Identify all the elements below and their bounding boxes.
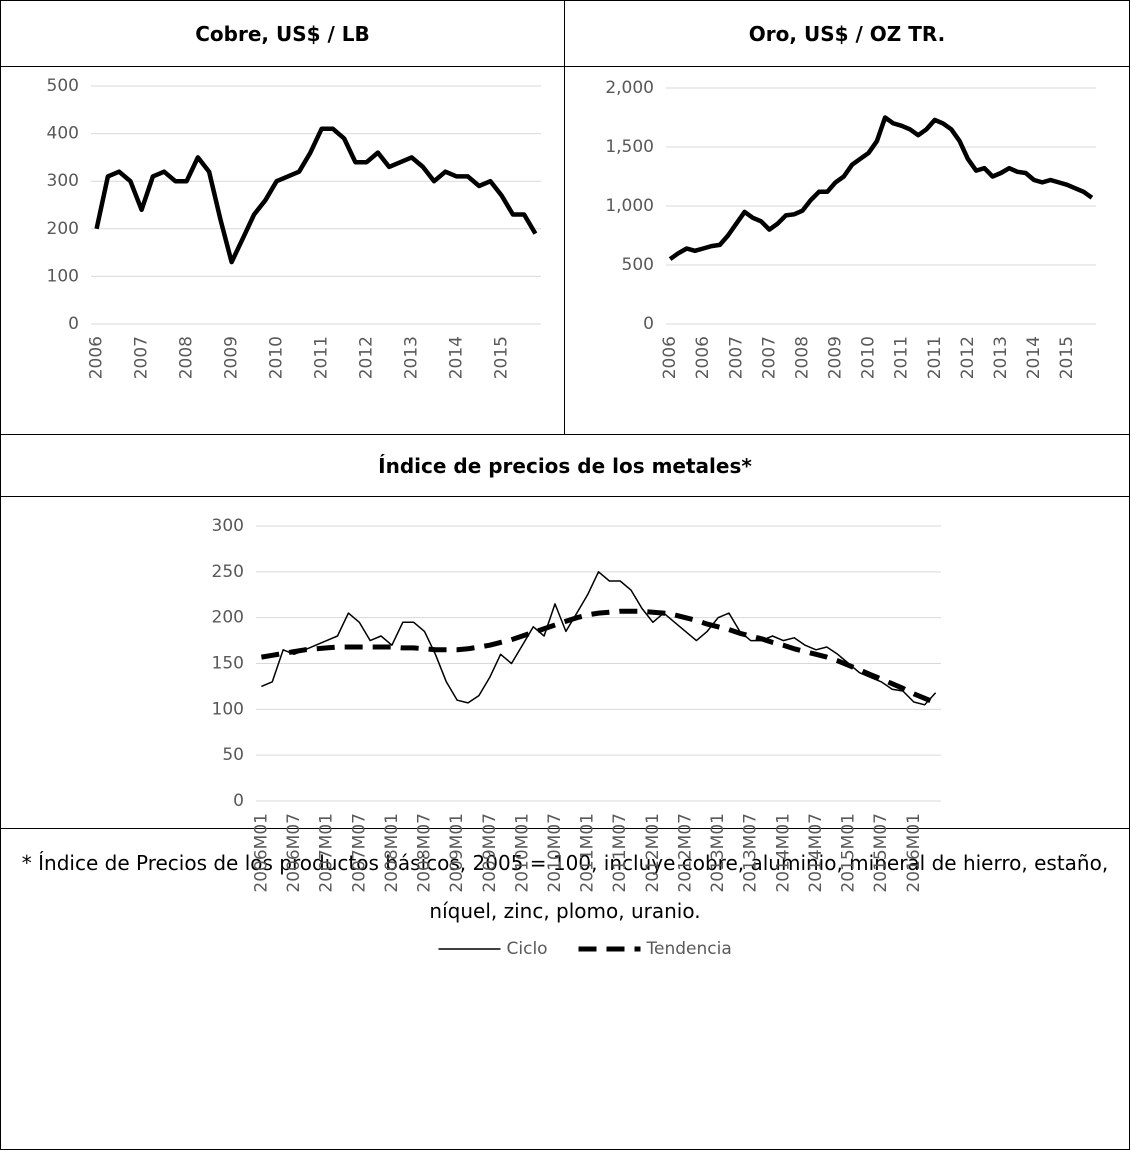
x-tick-label: 2007	[726, 336, 746, 379]
x-tick-label: 2012M01	[643, 813, 663, 893]
y-tick-label: 500	[622, 255, 654, 275]
x-tick-label: 2012	[958, 336, 978, 379]
x-tick-label: 2006	[660, 336, 680, 379]
x-tick-label: 2010M07	[545, 813, 565, 893]
y-tick-label: 100	[212, 699, 244, 719]
y-tick-label: 100	[47, 266, 79, 286]
x-tick-label: 2011M07	[610, 813, 630, 893]
x-tick-label: 2009	[222, 336, 242, 379]
x-tick-label: 2013M01	[708, 813, 728, 893]
line-series	[668, 115, 1094, 261]
x-tick-label: 2014M01	[773, 813, 793, 893]
x-tick-label: 2010	[267, 336, 287, 379]
x-tick-label: 2013	[991, 336, 1011, 379]
chart-title: Cobre, US$ / LB	[195, 21, 370, 46]
y-tick-label: 0	[68, 314, 79, 334]
x-tick-label: 2006M07	[284, 813, 304, 893]
y-tick-label: 400	[47, 124, 79, 144]
line-series	[94, 126, 538, 265]
line-series	[260, 608, 937, 706]
cell-border	[1, 828, 1129, 829]
x-tick-label: 2008M01	[382, 813, 402, 893]
y-tick-label: 200	[212, 608, 244, 628]
x-tick-label: 2007	[132, 336, 152, 379]
cell-border	[1, 496, 1129, 497]
x-tick-label: 2008	[177, 336, 197, 379]
x-tick-label: 2015M01	[839, 813, 859, 893]
y-tick-label: 2,000	[605, 78, 654, 98]
y-tick-label: 300	[47, 171, 79, 191]
x-tick-label: 2015	[1057, 336, 1077, 379]
y-tick-label: 200	[47, 219, 79, 239]
y-tick-label: 50	[222, 745, 244, 765]
legend-label: Tendencia	[646, 939, 732, 959]
x-tick-label: 2012	[357, 336, 377, 379]
x-tick-label: 2015M07	[871, 813, 891, 893]
x-tick-label: 2011M01	[578, 813, 598, 893]
line-series	[261, 571, 937, 706]
x-tick-label: 2006	[87, 336, 107, 379]
x-tick-label: 2009M07	[480, 813, 500, 893]
x-tick-label: 2007	[759, 336, 779, 379]
x-tick-label: 2011	[892, 336, 912, 379]
x-tick-label: 2009	[826, 336, 846, 379]
x-tick-label: 2014	[447, 336, 467, 379]
x-tick-label: 2014	[1024, 336, 1044, 379]
x-tick-label: 2011	[925, 336, 945, 379]
x-tick-label: 2015	[492, 336, 512, 379]
y-tick-label: 0	[643, 314, 654, 334]
x-tick-label: 2008M07	[415, 813, 435, 893]
x-tick-label: 2013M07	[741, 813, 761, 893]
x-tick-label: 2012M07	[675, 813, 695, 893]
y-tick-label: 1,500	[605, 137, 654, 157]
y-tick-label: 1,000	[605, 196, 654, 216]
y-tick-label: 150	[212, 654, 244, 674]
cell-border	[1, 434, 1129, 435]
x-tick-label: 2006M01	[251, 813, 271, 893]
cell-border	[1, 66, 1129, 67]
y-tick-label: 500	[47, 76, 79, 96]
cell-border	[564, 1, 565, 434]
y-tick-label: 300	[212, 516, 244, 536]
x-tick-label: 2007M07	[349, 813, 369, 893]
x-tick-label: 2016M01	[904, 813, 924, 893]
x-tick-label: 2013	[402, 336, 422, 379]
x-tick-label: 2009M01	[447, 813, 467, 893]
footnote: * Índice de Precios de los productos bás…	[21, 851, 1109, 923]
x-tick-label: 2006	[693, 336, 713, 379]
x-tick-label: 2008	[792, 336, 812, 379]
chart-title: Índice de precios de los metales*	[378, 453, 752, 478]
x-tick-label: 2011	[312, 336, 332, 379]
chart-title: Oro, US$ / OZ TR.	[748, 21, 946, 46]
x-tick-label: 2010	[859, 336, 879, 379]
x-tick-label: 2007M01	[317, 813, 337, 893]
x-tick-label: 2014M07	[806, 813, 826, 893]
legend-label: Ciclo	[507, 939, 548, 959]
y-tick-label: 250	[212, 562, 244, 582]
y-tick-label: 0	[233, 791, 244, 811]
x-tick-label: 2010M01	[512, 813, 532, 893]
